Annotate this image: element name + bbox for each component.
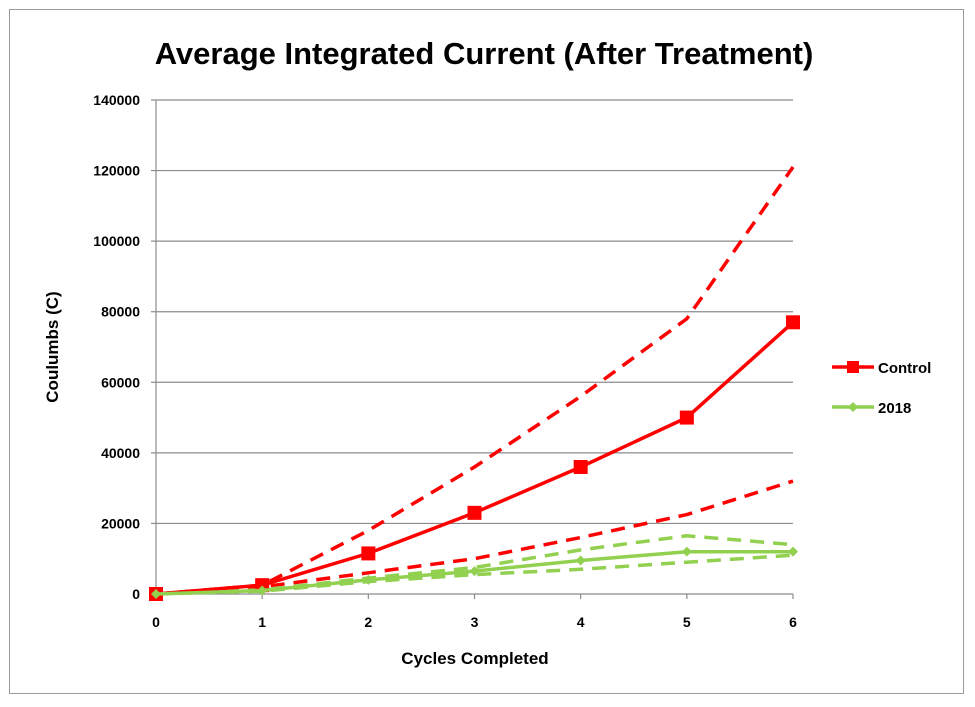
x-tick-label: 6	[789, 614, 797, 630]
y-tick-label: 80000	[101, 304, 140, 320]
legend-2018-label: 2018	[878, 400, 911, 417]
x-tick-label: 5	[683, 614, 691, 630]
series-2018-point	[469, 566, 480, 577]
x-tick-label: 3	[471, 614, 479, 630]
y-tick-label: 60000	[101, 374, 140, 390]
series-control-lower-bound-line	[155, 479, 794, 596]
chart-title: Average Integrated Current (After Treatm…	[155, 36, 814, 71]
series-2018-upper-bound-line	[155, 534, 794, 596]
series-2018-lower-bound-line	[155, 553, 794, 596]
legend-control-label: Control	[878, 360, 931, 377]
y-tick-label: 140000	[93, 92, 140, 108]
x-axis-label: Cycles Completed	[401, 649, 548, 668]
series-lines	[149, 315, 800, 601]
y-tick-label: 40000	[101, 445, 140, 461]
legend: Control 2018	[832, 360, 931, 417]
legend-control-marker	[847, 361, 859, 373]
series-control-point	[679, 410, 694, 425]
chart-frame	[9, 9, 964, 694]
confidence-bounds	[155, 165, 795, 596]
gridlines	[151, 99, 794, 599]
y-axis-label: Coulumbs (C)	[43, 291, 62, 402]
y-tick-labels: 0 20000 40000 60000 80000 100000 120000 140000	[93, 92, 140, 602]
x-tick-label: 1	[258, 614, 266, 630]
series-control-point	[361, 546, 376, 561]
series-2018-point	[681, 546, 692, 557]
series-2018-point	[788, 546, 798, 557]
x-tick-label: 0	[152, 614, 160, 630]
series-2018-point	[575, 555, 586, 566]
y-tick-label: 0	[132, 586, 140, 602]
x-tick-label: 4	[577, 614, 585, 630]
series-control-point	[786, 315, 800, 330]
series-control-upper-bound-line	[155, 165, 795, 596]
x-tick-labels: 0 1 2 3 4 5 6	[152, 614, 797, 630]
legend-2018-marker	[848, 402, 858, 412]
series-control-point	[467, 505, 482, 520]
y-tick-label: 100000	[93, 233, 140, 249]
x-tick-label: 2	[364, 614, 372, 630]
series-2018-point	[151, 589, 161, 599]
y-tick-label: 20000	[101, 515, 140, 531]
y-tick-label: 120000	[93, 163, 140, 179]
series-control-point	[573, 459, 588, 474]
series-2018-point	[363, 574, 374, 585]
series-2018-point	[257, 585, 268, 596]
